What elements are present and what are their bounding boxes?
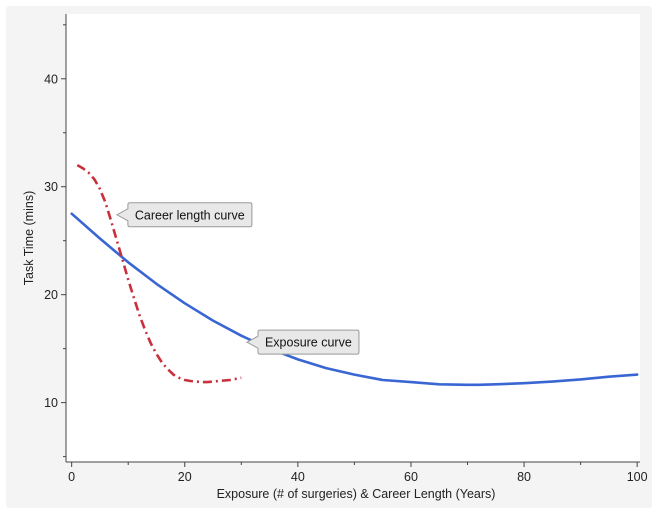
x-tick-label: 40	[291, 470, 305, 484]
series-layer	[70, 163, 639, 387]
y-tick-label: 20	[44, 288, 58, 302]
y-tick-label: 10	[44, 396, 58, 410]
x-tick-label: 60	[404, 470, 418, 484]
plot-area	[66, 14, 640, 462]
x-tick-label: 100	[627, 470, 648, 484]
y-tick-label: 30	[44, 180, 58, 194]
x-tick-label: 20	[178, 470, 192, 484]
annotations-layer: Career length curve Exposure curve	[115, 202, 360, 355]
x-tick-label: 80	[517, 470, 531, 484]
x-tick-label: 0	[68, 470, 75, 484]
y-tick-label: 40	[44, 72, 58, 86]
series-0-line	[70, 212, 639, 387]
x-axis-title: Exposure (# of surgeries) & Career Lengt…	[217, 487, 496, 501]
axes: 0 20 40 60 80 100 10 20 30 40	[44, 14, 648, 484]
callout-box	[245, 329, 360, 355]
callout-text: Exposure curve	[265, 336, 352, 350]
y-axis-title: Task Time (mins)	[22, 191, 36, 285]
callout-text: Career length curve	[135, 208, 245, 222]
series-1-line	[76, 163, 242, 384]
callout-box	[115, 202, 253, 228]
callout-1: Exposure curve	[245, 329, 360, 355]
callout-0: Career length curve	[115, 202, 253, 228]
